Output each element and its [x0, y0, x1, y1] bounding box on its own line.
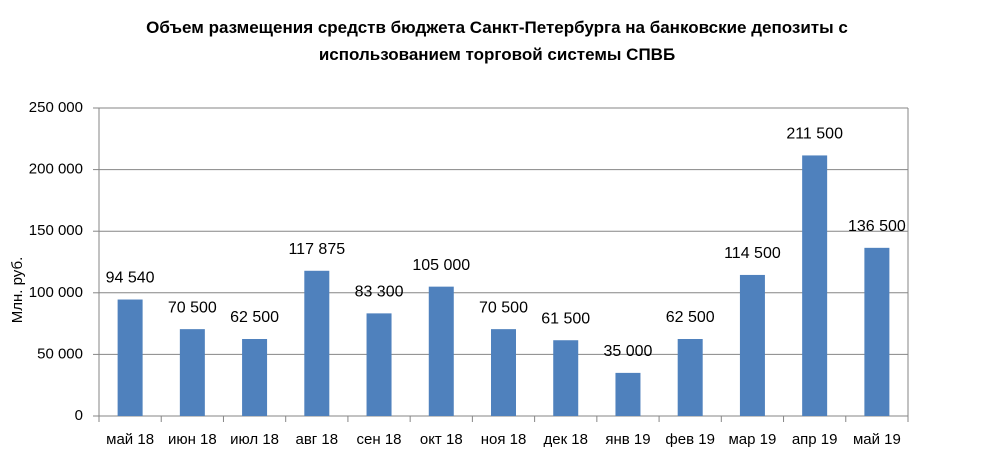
bar	[179, 329, 205, 416]
bar	[677, 339, 703, 416]
x-tick-label: мар 19	[728, 431, 776, 448]
bar	[553, 340, 579, 416]
x-tick-label: окт 18	[420, 431, 463, 448]
y-tick-label: 50 000	[37, 345, 83, 362]
y-tick-label: 150 000	[29, 222, 83, 239]
y-tick-label: 0	[75, 407, 83, 424]
value-label: 94 540	[106, 270, 155, 287]
value-label: 61 500	[541, 310, 590, 327]
bar	[491, 329, 516, 416]
value-label: 70 500	[168, 299, 217, 316]
y-tick-label: 200 000	[29, 161, 83, 178]
bar	[117, 299, 143, 416]
x-tick-label: дек 18	[543, 431, 588, 448]
value-label: 83 300	[355, 284, 404, 301]
value-label: 62 500	[230, 309, 279, 326]
value-label: 117 875	[288, 241, 345, 258]
x-tick-label: янв 19	[605, 431, 650, 448]
value-label: 136 500	[848, 218, 906, 235]
bar	[802, 155, 828, 416]
bar	[304, 270, 330, 416]
value-label: 211 500	[786, 126, 843, 143]
x-tick-label: сен 18	[357, 431, 402, 448]
x-tick-label: май 19	[853, 431, 901, 448]
x-tick-label: июл 18	[230, 431, 279, 448]
x-tick-label: май 18	[106, 431, 154, 448]
bar	[242, 339, 268, 416]
bar	[739, 274, 765, 416]
bar	[615, 372, 641, 416]
value-label: 35 000	[603, 343, 652, 360]
bar	[864, 247, 890, 416]
value-label: 114 500	[724, 245, 781, 262]
y-axis-label: Млн. руб.	[9, 257, 26, 323]
chart-title: Объем размещения средств бюджета Санкт-П…	[146, 18, 848, 64]
x-tick-label: июн 18	[168, 431, 217, 448]
bar	[428, 286, 454, 416]
x-tick-label: ноя 18	[481, 431, 527, 448]
y-tick-label: 100 000	[29, 284, 83, 301]
x-tick-label: фев 19	[665, 431, 715, 448]
x-tick-label: апр 19	[792, 431, 838, 448]
value-label: 70 500	[479, 299, 528, 316]
value-label: 62 500	[666, 309, 715, 326]
x-tick-label: авг 18	[295, 431, 338, 448]
value-label: 105 000	[412, 257, 470, 274]
y-tick-label: 250 000	[29, 99, 83, 116]
bar	[366, 313, 392, 416]
